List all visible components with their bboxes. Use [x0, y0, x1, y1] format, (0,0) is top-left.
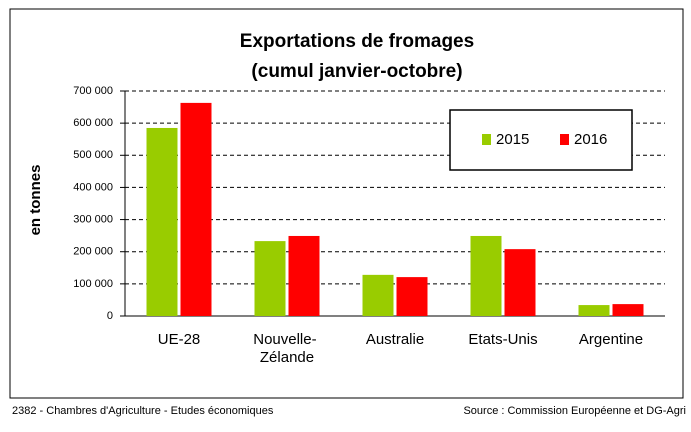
x-tick-label: Australie	[366, 331, 424, 348]
x-tick-label: Argentine	[579, 331, 643, 348]
y-tick-label: 200 000	[73, 246, 113, 258]
y-tick-label: 700 000	[73, 85, 113, 97]
footer-left: 2382 - Chambres d'Agriculture - Etudes é…	[12, 405, 274, 417]
y-tick-label: 300 000	[73, 213, 113, 225]
y-tick-label: 500 000	[73, 149, 113, 161]
bar	[362, 274, 394, 316]
x-tick-label: Etats-Unis	[468, 331, 537, 348]
legend-label: 2016	[574, 131, 607, 148]
y-tick-label: 0	[107, 310, 113, 322]
legend-swatch	[482, 134, 491, 145]
x-tick-label: Nouvelle- Zélande	[253, 331, 321, 366]
bar	[288, 235, 320, 316]
bar	[504, 249, 536, 316]
chart-subtitle: (cumul janvier-octobre)	[251, 61, 462, 82]
bar	[396, 277, 428, 316]
bar	[612, 304, 644, 316]
y-tick-label: 400 000	[73, 181, 113, 193]
y-axis-label: en tonnes	[27, 165, 44, 236]
legend-label: 2015	[496, 131, 529, 148]
legend-box	[449, 109, 633, 171]
y-tick-label: 600 000	[73, 117, 113, 129]
chart-title: Exportations de fromages	[240, 31, 474, 52]
bar	[470, 235, 502, 316]
legend-swatch	[560, 134, 569, 145]
footer-right: Source : Commission Européenne et DG-Agr…	[463, 405, 686, 417]
bar	[254, 241, 286, 316]
bar	[578, 305, 610, 316]
bar	[146, 127, 178, 316]
chart-border	[9, 8, 684, 399]
x-tick-label: UE-28	[158, 331, 201, 348]
bar	[180, 102, 212, 317]
y-tick-label: 100 000	[73, 278, 113, 290]
